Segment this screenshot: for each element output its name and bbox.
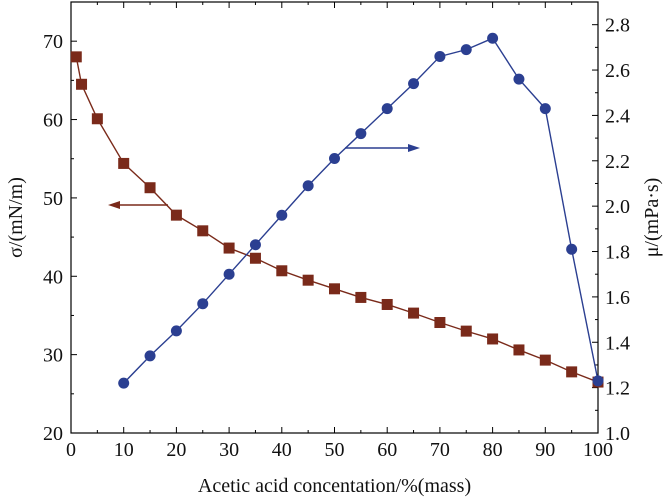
surface-tension-line [75,56,599,383]
x-tick-label: 100 [583,439,613,461]
y-right-tick-label: 1.4 [605,332,630,354]
surface-tension-point [355,291,367,303]
right-arrow-head [408,144,420,152]
viscosity-point [302,180,314,192]
y-right-tick-label: 1.2 [605,378,630,400]
surface-tension-point [566,366,578,378]
right-y-axis-title: μ/(mPa·s) [641,178,663,258]
surface-tension-point [76,78,88,90]
surface-tension-point [197,225,209,237]
x-tick-label: 70 [430,439,450,461]
viscosity-point [434,50,446,62]
y-right-tick-label: 1.8 [605,242,630,264]
surface-tension-point [408,307,420,319]
y-right-tick-label: 2.2 [605,151,630,173]
labels-layer: Acetic acid concentation/%(mass) σ/(mN/m… [5,177,663,497]
axes-layer: 0 10 20 30 40 50 60 70 80 90 100 20 30 40 50 60 70 1.0 1.2… [43,1,630,461]
viscosity-point [118,377,130,389]
x-axis-title: Acetic acid concentation/%(mass) [198,475,471,497]
surface-tension-point [302,274,314,286]
viscosity-line [123,37,599,384]
y-left-tick-label: 60 [43,110,63,132]
viscosity-point [460,44,472,56]
y-right-tick-label: 2.0 [605,196,630,218]
y-left-tick-label: 20 [43,423,63,445]
surface-tension-point [381,298,393,310]
x-tick-label: 60 [377,439,397,461]
viscosity-point [144,350,156,362]
x-tick-label: 30 [219,439,239,461]
x-tick-label: 90 [535,439,555,461]
surface-tension-point [276,265,288,277]
left-y-axis-title: σ/(mN/m) [5,177,27,258]
x-tick-label: 0 [66,439,76,461]
series-layer [70,32,604,389]
y-right-tick-label: 2.8 [605,15,630,37]
surface-tension-point [487,333,499,345]
surface-tension-point [513,344,525,356]
surface-tension-point [70,51,82,63]
surface-tension-point [249,252,261,264]
surface-tension-point [460,325,472,337]
viscosity-point [170,325,182,337]
x-tick-label: 50 [325,439,345,461]
y-right-tick-label: 2.4 [605,105,630,127]
x-tick-label: 10 [114,439,134,461]
y-right-tick-label: 2.6 [605,60,630,82]
y-left-tick-label: 50 [43,188,63,210]
surface-tension-point [91,113,103,125]
x-tick-label: 80 [483,439,503,461]
viscosity-point [355,128,367,140]
y-right-tick-label: 1.0 [605,423,630,445]
surface-tension-point [118,157,130,169]
surface-tension-point [329,283,340,295]
y-left-tick-label: 40 [43,266,63,288]
left-arrow-head [108,201,120,209]
viscosity-point [329,153,340,165]
x-tick-label: 40 [272,439,292,461]
viscosity-point [223,268,235,280]
viscosity-point [381,103,393,115]
y-left-tick-label: 30 [43,345,63,367]
y-right-tick-label: 1.6 [605,287,630,309]
x-tick-label: 20 [166,439,186,461]
viscosity-point [408,78,420,90]
y-left-tick-label: 70 [43,31,63,53]
viscosity-point [487,32,499,44]
surface-tension-point [223,242,235,254]
viscosity-point [566,243,578,255]
viscosity-point [513,73,525,85]
surface-tension-point [539,354,551,366]
surface-tension-point [170,209,182,221]
plot-frame [70,1,599,434]
viscosity-point [276,209,288,221]
surface-tension-point [144,182,156,194]
viscosity-point [539,103,551,115]
surface-tension-point [434,317,446,329]
viscosity-point [592,375,604,387]
viscosity-point [249,239,261,251]
viscosity-point [197,298,209,310]
